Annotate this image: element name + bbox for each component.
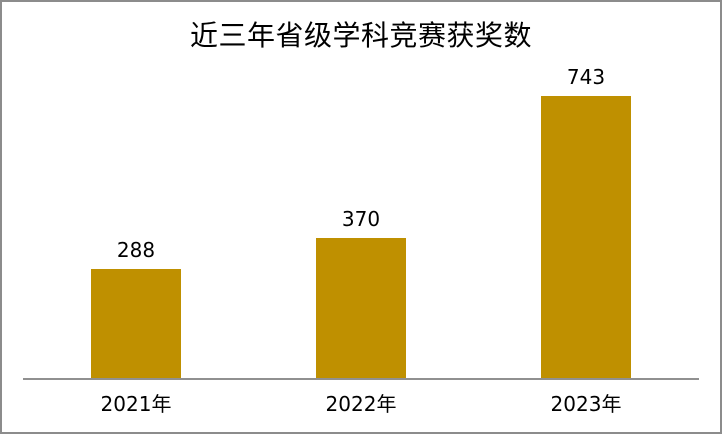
x-axis-line — [23, 378, 699, 380]
x-axis-tick-label: 2022年 — [325, 392, 397, 416]
bar — [316, 238, 406, 378]
bar-value-label: 288 — [116, 238, 156, 262]
x-axis-tick-label: 2021年 — [100, 392, 172, 416]
bar-value-label: 370 — [341, 207, 381, 231]
chart-title: 近三年省级学科竞赛获奖数 — [189, 19, 532, 52]
bar-value-label: 743 — [566, 65, 606, 89]
bar — [91, 269, 181, 378]
bar — [541, 96, 631, 378]
x-axis-tick-label: 2023年 — [550, 392, 622, 416]
